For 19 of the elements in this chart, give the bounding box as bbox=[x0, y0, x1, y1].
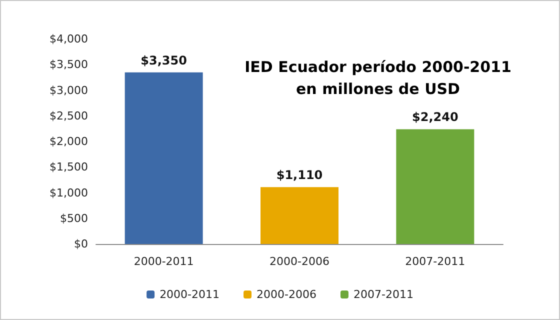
x-tick-label: 2007-2011 bbox=[405, 255, 466, 268]
y-tick-label: $4,000 bbox=[50, 32, 88, 46]
y-tick-label: $1,000 bbox=[50, 186, 88, 200]
y-tick-label: $0 bbox=[74, 238, 88, 250]
data-label: $1,110 bbox=[276, 168, 323, 182]
y-tick-label: $2,000 bbox=[50, 135, 88, 148]
x-tick-label: 2000-2011 bbox=[134, 255, 194, 268]
y-tick-label: $3,500 bbox=[50, 58, 88, 72]
y-tick-label: $500 bbox=[60, 212, 88, 225]
legend-label: 2000-2011 bbox=[160, 288, 220, 301]
legend-label: 2000-2006 bbox=[256, 288, 316, 301]
y-tick-label: $2,500 bbox=[50, 109, 88, 122]
x-tick-label: 2000-2006 bbox=[270, 255, 330, 268]
y-tick-label: $1,500 bbox=[50, 160, 88, 174]
legend-label: 2007-2011 bbox=[353, 288, 414, 301]
data-label: $2,240 bbox=[412, 110, 458, 124]
y-tick-label: $3,000 bbox=[50, 84, 88, 97]
data-label: $3,350 bbox=[140, 53, 187, 68]
text: IED Ecuador período 2000-2011 en millones de USD bbox=[244, 58, 512, 98]
